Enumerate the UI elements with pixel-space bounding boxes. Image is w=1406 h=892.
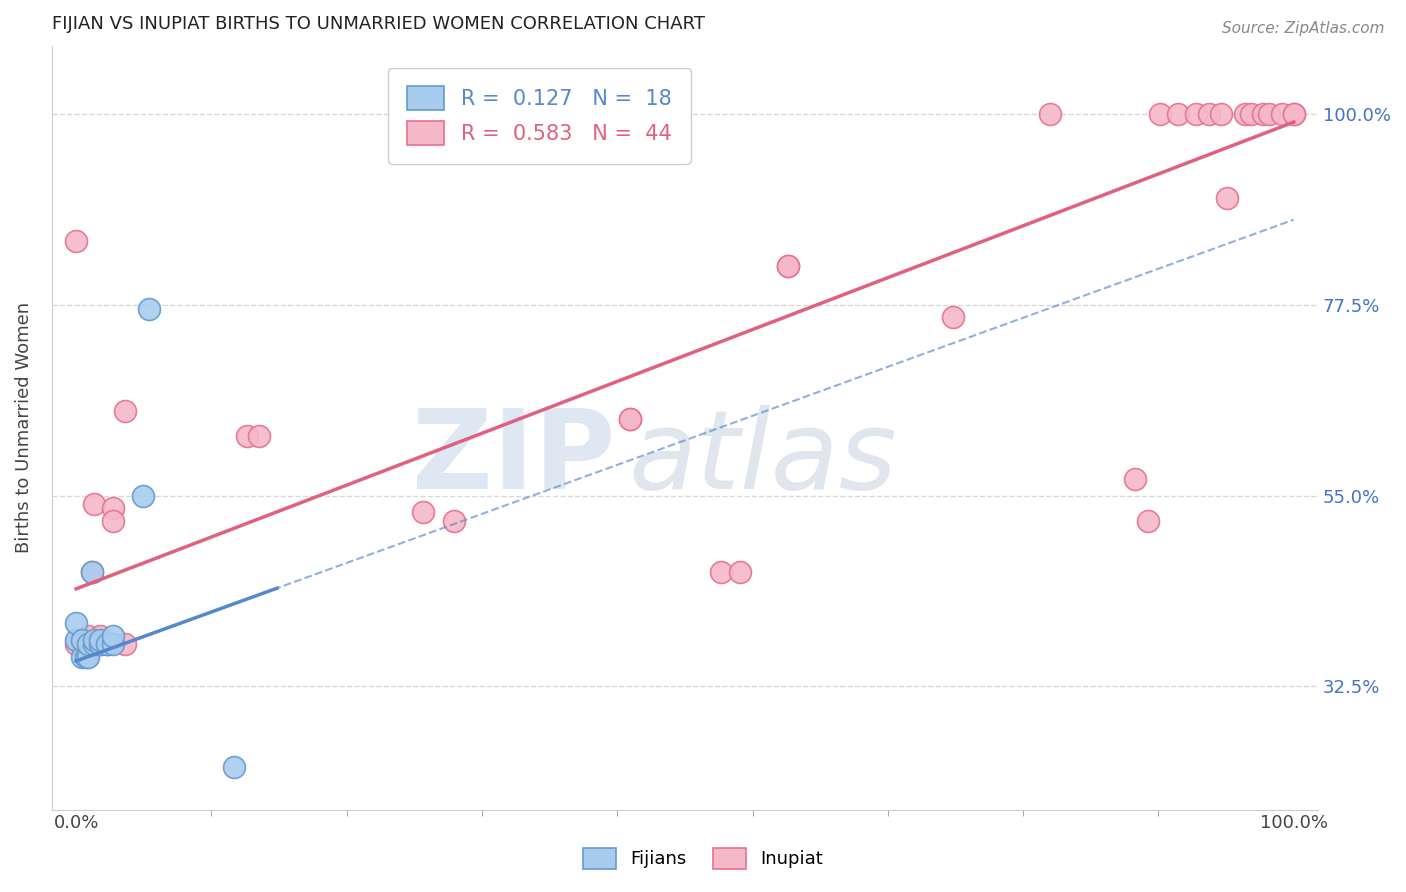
Point (619, 412, 641, 426)
Point (70, 637, 93, 651)
Point (235, 429, 257, 443)
Point (1253, 106, 1275, 120)
Point (619, 412, 641, 426)
Text: Source: ZipAtlas.com: Source: ZipAtlas.com (1222, 21, 1385, 36)
Point (942, 310, 965, 325)
Point (224, 760, 246, 774)
Point (247, 429, 270, 443)
Point (96, 637, 118, 651)
Point (1240, 106, 1263, 120)
Point (83, 637, 105, 651)
Point (101, 514, 124, 528)
Point (132, 488, 155, 502)
Legend: R =  0.127   N =  18, R =  0.583   N =  44: R = 0.127 N = 18, R = 0.583 N = 44 (388, 68, 690, 163)
Point (101, 637, 124, 651)
Point (1209, 106, 1232, 120)
Point (1234, 106, 1257, 120)
Point (77, 637, 100, 651)
Point (80, 565, 103, 579)
Point (412, 506, 434, 520)
Text: ZIP: ZIP (412, 405, 616, 512)
Point (1167, 106, 1189, 120)
Point (77, 637, 100, 651)
Point (83, 497, 105, 511)
Point (1136, 514, 1159, 528)
Point (89, 637, 111, 651)
Point (75, 637, 97, 651)
Point (65, 234, 87, 248)
Point (710, 565, 733, 579)
Text: FIJIAN VS INUPIAT BIRTHS TO UNMARRIED WOMEN CORRELATION CHART: FIJIAN VS INUPIAT BIRTHS TO UNMARRIED WO… (52, 15, 704, 33)
Point (83, 632, 105, 647)
Point (1198, 106, 1220, 120)
Point (65, 637, 87, 651)
Point (89, 628, 111, 642)
Point (1282, 106, 1305, 120)
Point (1149, 106, 1171, 120)
Point (101, 628, 124, 642)
Point (114, 403, 136, 417)
Y-axis label: Births to Unmarried Women: Births to Unmarried Women (15, 302, 32, 553)
Point (83, 637, 105, 651)
Point (1282, 106, 1305, 120)
Point (89, 637, 111, 651)
Point (65, 632, 87, 647)
Point (1216, 191, 1239, 205)
Point (96, 637, 118, 651)
Point (65, 615, 87, 630)
Point (778, 260, 800, 274)
Point (80, 565, 103, 579)
Legend: Fijians, Inupiat: Fijians, Inupiat (576, 840, 830, 876)
Point (75, 649, 97, 664)
Point (70, 632, 93, 647)
Point (1185, 106, 1208, 120)
Point (1271, 106, 1294, 120)
Point (778, 260, 800, 274)
Point (101, 501, 124, 516)
Point (443, 514, 465, 528)
Text: atlas: atlas (628, 405, 897, 512)
Point (114, 637, 136, 651)
Point (1125, 471, 1147, 485)
Point (70, 649, 93, 664)
Point (728, 565, 751, 579)
Point (80, 637, 103, 651)
Point (77, 649, 100, 664)
Point (138, 301, 160, 316)
Point (77, 628, 100, 642)
Point (89, 632, 111, 647)
Point (1258, 106, 1281, 120)
Point (1039, 106, 1062, 120)
